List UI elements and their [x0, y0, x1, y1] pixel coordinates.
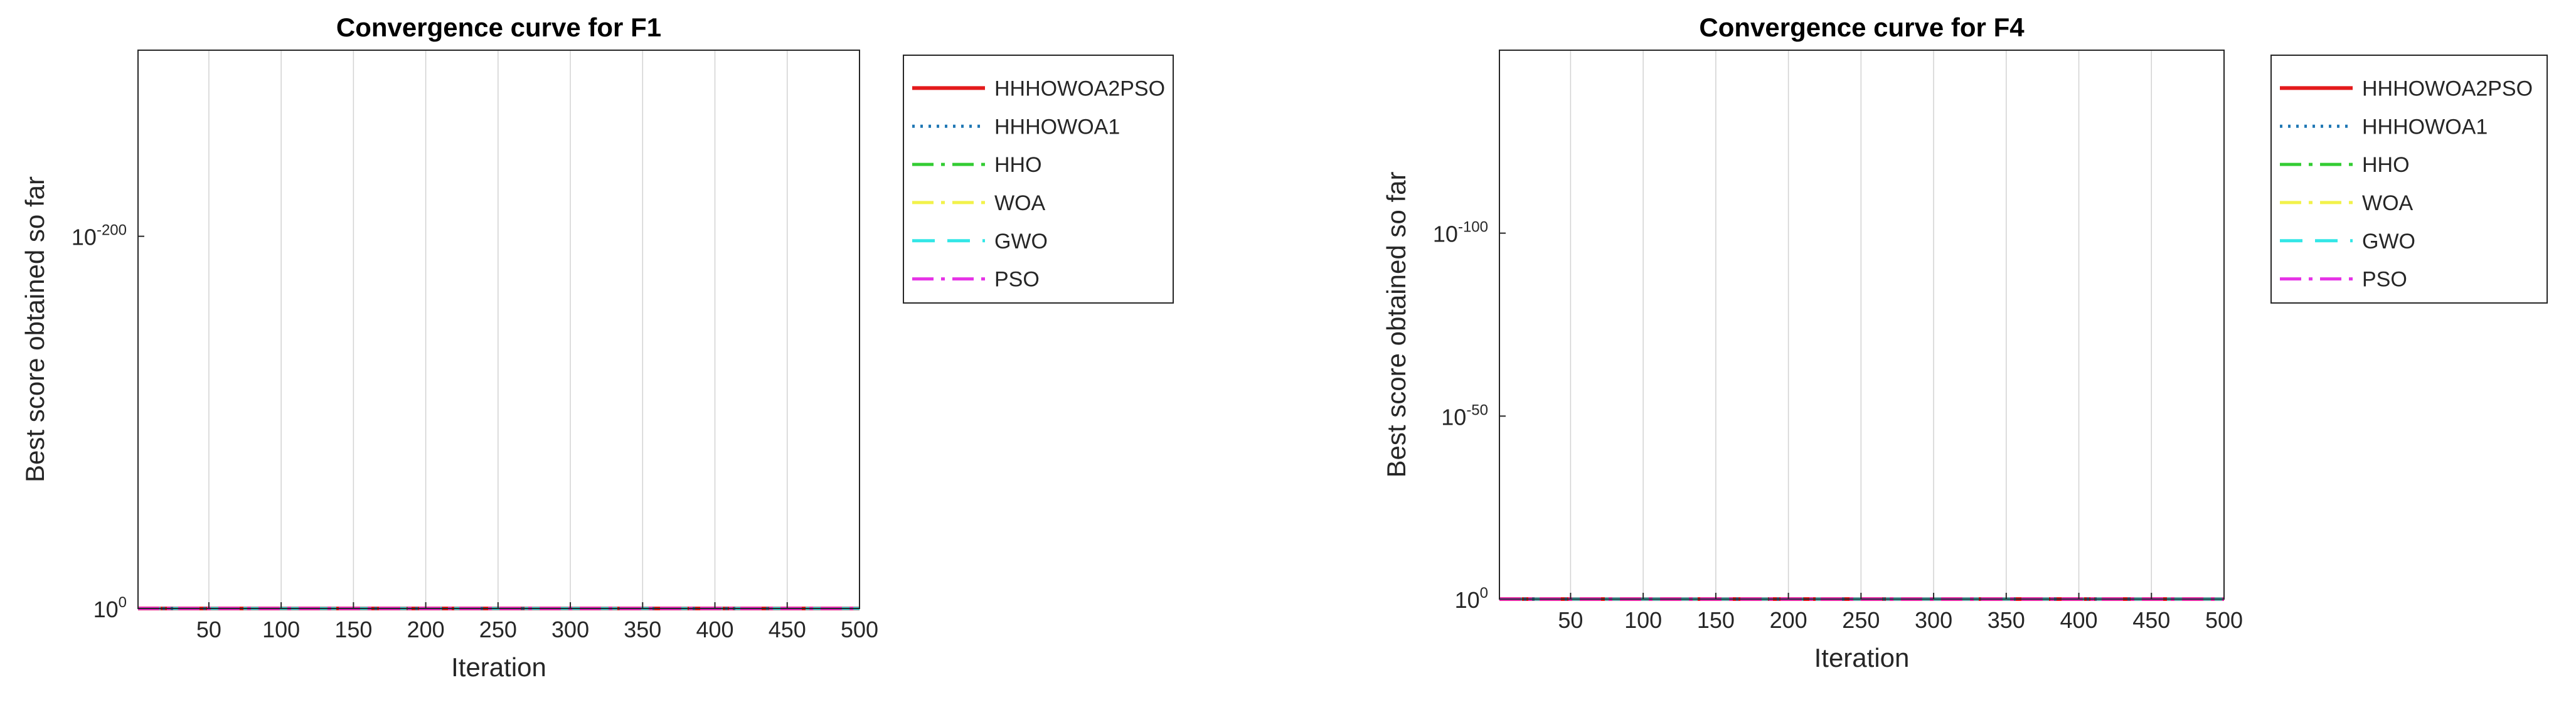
- legend-box: [903, 55, 1174, 304]
- x-tick-label: 450: [2132, 607, 2170, 633]
- y-axis-label: Best score obtained so far: [20, 176, 50, 482]
- y-tick-label: 10-50: [1441, 401, 1488, 430]
- legend-box: [2270, 55, 2548, 304]
- chart-title: Convergence curve for F4: [1699, 13, 2025, 42]
- x-tick-label: 50: [196, 617, 221, 642]
- x-tick-label: 250: [1842, 607, 1880, 633]
- legend-label: GWO: [2362, 230, 2415, 253]
- x-tick-label: 350: [1988, 607, 2025, 633]
- y-tick-base: 10: [93, 597, 119, 622]
- x-tick-label: 400: [696, 617, 734, 642]
- x-axis-label: Iteration: [1814, 643, 1910, 672]
- x-tick-label: 500: [841, 617, 878, 642]
- y-tick-exponent: 0: [119, 594, 127, 611]
- y-tick-base: 10: [1441, 404, 1466, 430]
- plot-area: [1499, 50, 2224, 599]
- x-tick-label: 100: [262, 617, 300, 642]
- x-axis-label: Iteration: [451, 652, 546, 682]
- chart-title: Convergence curve for F1: [336, 13, 661, 42]
- plot-area: [138, 50, 860, 608]
- x-tick-label: 200: [407, 617, 445, 642]
- legend-label: WOA: [2362, 191, 2414, 215]
- y-tick-label: 100: [93, 594, 127, 622]
- x-tick-label: 400: [2060, 607, 2097, 633]
- x-tick-label: 300: [551, 617, 589, 642]
- legend-label: HHHOWOA1: [994, 115, 1120, 139]
- legend-label: WOA: [994, 191, 1046, 215]
- x-tick-label: 450: [769, 617, 806, 642]
- y-tick-base: 10: [1433, 221, 1458, 247]
- x-tick-label: 150: [334, 617, 372, 642]
- x-tick-label: 500: [2205, 607, 2243, 633]
- legend-label: HHHOWOA2PSO: [2362, 77, 2533, 100]
- x-tick-label: 100: [1624, 607, 1662, 633]
- x-tick-label: 50: [1558, 607, 1583, 633]
- legend-label: HHO: [994, 153, 1042, 177]
- y-tick-label: 10-200: [72, 222, 127, 250]
- x-tick-label: 350: [624, 617, 661, 642]
- legend: HHHOWOA2PSO HHHOWOA1 HHO WOA GWO PSO: [2270, 55, 2548, 304]
- y-tick-exponent: -200: [97, 222, 127, 239]
- legend-label: HHHOWOA1: [2362, 115, 2488, 139]
- y-tick-base: 10: [72, 225, 97, 250]
- y-tick-base: 10: [1455, 587, 1480, 613]
- legend-label: HHO: [2362, 153, 2410, 177]
- y-tick-exponent: 0: [1480, 585, 1488, 602]
- legend-label: PSO: [2362, 268, 2407, 292]
- legend-label: PSO: [994, 268, 1040, 292]
- x-tick-label: 200: [1770, 607, 1807, 633]
- chart-panel-2: 50 100 150 200 250 300 350 400 450 50010010-5010-…: [1381, 13, 2548, 672]
- legend: HHHOWOA2PSO HHHOWOA1 HHO WOA GWO PSO: [903, 55, 1174, 304]
- y-tick-label: 10-100: [1433, 219, 1488, 247]
- legend-label: GWO: [994, 230, 1048, 253]
- chart-panel-1: 50 100 150 200 250 300 350 400 450 50010010-200Co…: [20, 13, 1174, 682]
- axes-frame: [1499, 50, 2225, 600]
- y-tick-exponent: -100: [1458, 219, 1488, 236]
- x-tick-label: 300: [1915, 607, 1952, 633]
- x-tick-label: 250: [479, 617, 517, 642]
- y-axis-label: Best score obtained so far: [1381, 172, 1411, 478]
- axes-frame: [137, 50, 860, 609]
- legend-label: HHHOWOA2PSO: [994, 77, 1165, 100]
- y-tick-exponent: -50: [1466, 401, 1488, 418]
- x-tick-label: 150: [1697, 607, 1735, 633]
- y-tick-label: 100: [1455, 585, 1488, 613]
